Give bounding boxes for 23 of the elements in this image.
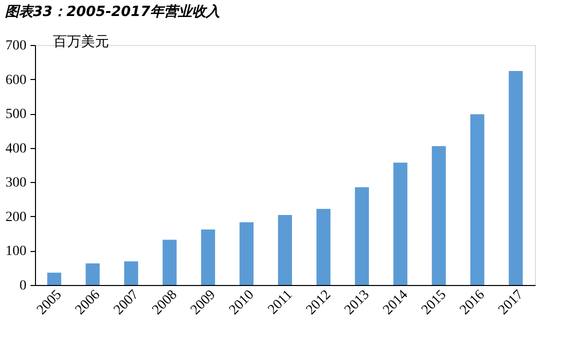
bar bbox=[201, 229, 216, 285]
bar bbox=[162, 240, 177, 285]
y-tick-label: 400 bbox=[6, 141, 26, 156]
y-tick-label: 200 bbox=[6, 210, 26, 225]
bar bbox=[354, 187, 369, 285]
y-tick-label: 500 bbox=[6, 107, 26, 122]
bar bbox=[393, 162, 408, 285]
bar bbox=[86, 263, 100, 285]
y-tick-label: 700 bbox=[6, 38, 26, 54]
bar bbox=[124, 261, 138, 285]
bar bbox=[316, 208, 330, 285]
y-axis-title: 百万美元 bbox=[53, 34, 109, 50]
bar bbox=[470, 114, 484, 285]
chart-title: 图表33：2005-2017年营业收入 bbox=[5, 4, 220, 20]
bar bbox=[278, 215, 292, 285]
bar bbox=[240, 222, 254, 285]
bar bbox=[432, 146, 446, 285]
bar bbox=[508, 71, 523, 285]
bar bbox=[47, 272, 62, 285]
y-tick-label: 0 bbox=[20, 278, 26, 294]
y-tick-label: 300 bbox=[6, 176, 26, 191]
y-tick-label: 600 bbox=[6, 72, 26, 88]
y-tick-label: 100 bbox=[6, 244, 26, 260]
